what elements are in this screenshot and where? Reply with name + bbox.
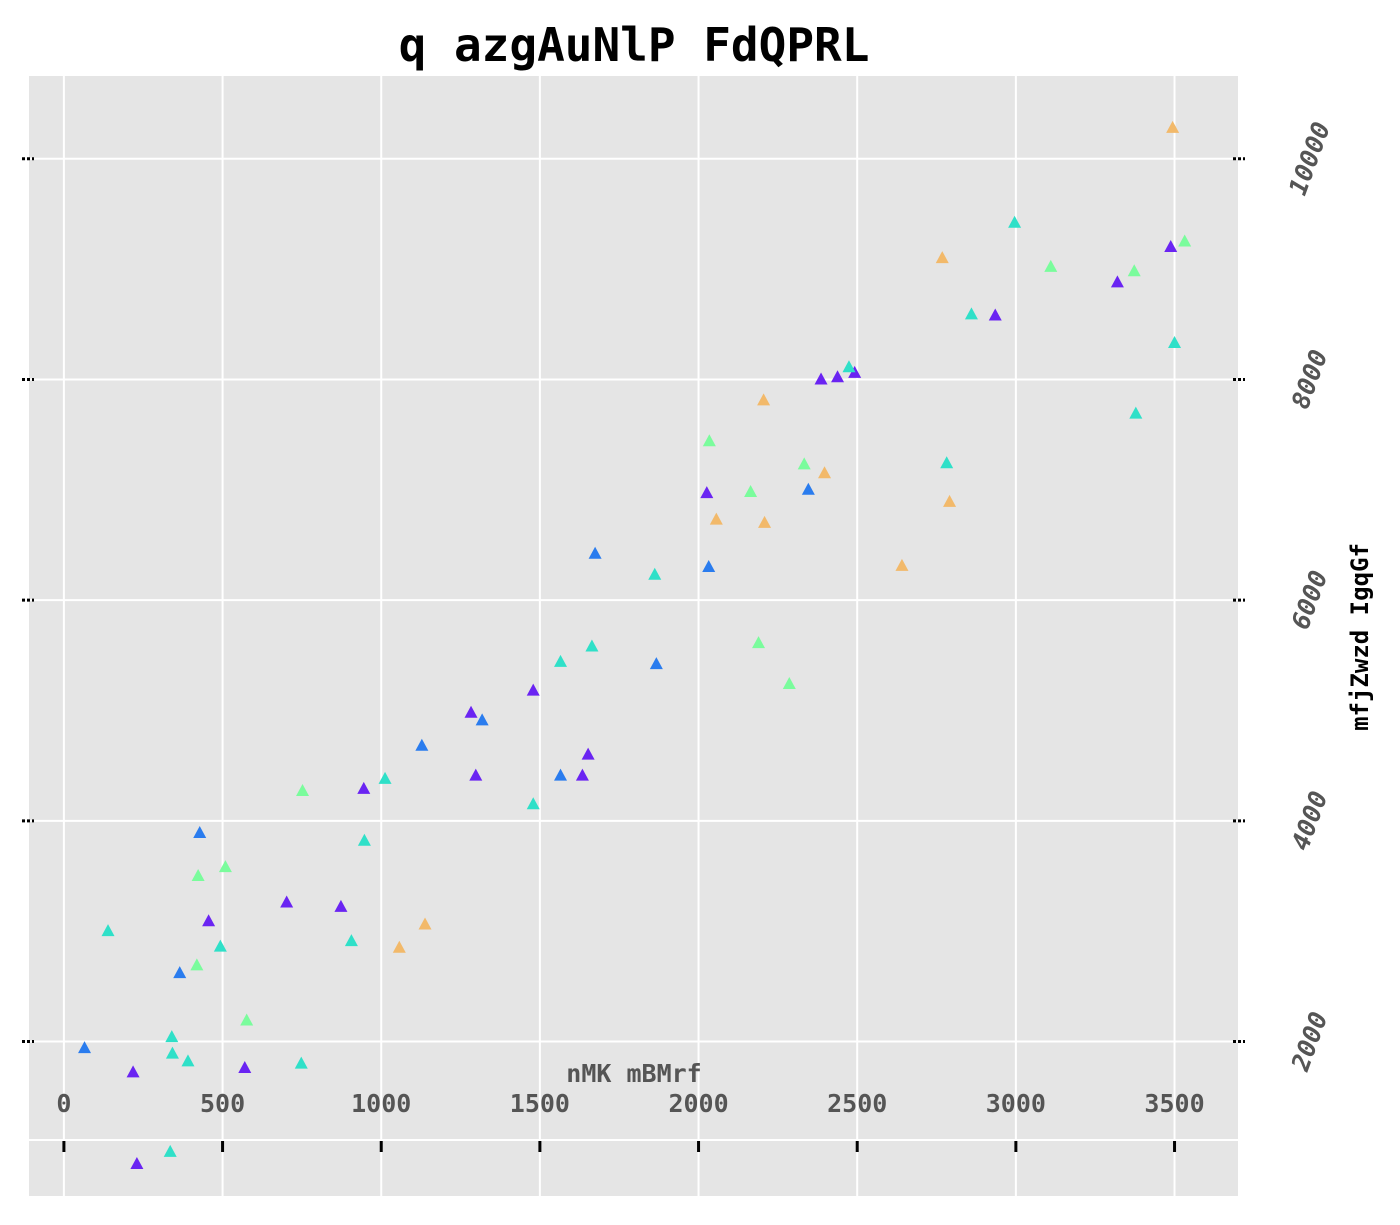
data-point	[842, 360, 856, 373]
data-point	[415, 738, 429, 751]
data-point	[702, 434, 716, 447]
tick-marks	[22, 157, 1245, 1152]
y-tick-labels: 2000 4000 6000 8000 10000	[1283, 118, 1336, 1075]
data-point	[165, 1030, 179, 1043]
y-tick-label: 2000	[1285, 1008, 1333, 1075]
data-point	[475, 713, 489, 726]
data-point	[163, 1144, 177, 1157]
data-point	[130, 1157, 144, 1169]
x-tick-label: 1500	[510, 1089, 570, 1118]
data-point	[344, 934, 358, 947]
y-tick-label: 4000	[1286, 787, 1334, 854]
data-point	[181, 1054, 195, 1067]
plot-background	[29, 76, 1238, 1196]
data-point	[943, 494, 957, 507]
data-point	[392, 940, 406, 953]
data-point	[1178, 234, 1192, 247]
data-point	[964, 307, 978, 320]
data-point	[1164, 240, 1178, 253]
data-point	[334, 899, 348, 912]
data-point	[709, 512, 723, 525]
data-point	[357, 833, 371, 846]
data-point	[801, 482, 815, 495]
chart-title: q azgAuNlP FdQPRL	[399, 18, 870, 72]
data-point	[193, 825, 207, 838]
data-point	[585, 639, 599, 652]
x-tick-label: 3000	[986, 1089, 1046, 1118]
data-point	[554, 654, 568, 667]
x-tick-label: 3500	[1144, 1089, 1204, 1118]
data-point	[700, 486, 714, 499]
data-point	[526, 683, 540, 696]
data-point	[165, 1046, 179, 1059]
data-point	[1129, 406, 1143, 419]
data-point	[649, 657, 663, 670]
data-point	[814, 372, 828, 385]
data-point	[78, 1041, 92, 1054]
data-point	[988, 308, 1002, 321]
data-point	[218, 860, 232, 873]
data-point	[101, 924, 115, 937]
y-axis-label: mfjZwzd IgqGf	[1346, 543, 1374, 731]
x-axis-label: nMK mBMrf	[566, 1059, 701, 1088]
data-point	[378, 771, 392, 784]
data-point	[1110, 275, 1124, 288]
data-point	[1168, 336, 1182, 349]
x-tick-label: 2500	[827, 1089, 887, 1118]
data-point	[935, 251, 949, 264]
data-point	[191, 869, 205, 881]
y-tick-label: 8000	[1286, 346, 1334, 413]
data-point	[357, 781, 371, 794]
data-point	[752, 636, 766, 649]
data-point	[648, 567, 662, 580]
data-point	[581, 747, 595, 760]
data-point	[240, 1013, 254, 1026]
x-tick-label: 1000	[351, 1089, 411, 1118]
data-point	[296, 784, 310, 797]
grid	[29, 76, 1238, 1196]
data-point	[1008, 215, 1022, 228]
data-point	[554, 768, 568, 781]
x-tick-label: 0	[56, 1089, 71, 1118]
data-point	[294, 1056, 308, 1069]
data-point	[782, 677, 796, 689]
data-point	[818, 466, 832, 479]
y-tick-label: 10000	[1283, 118, 1336, 199]
data-point	[1127, 264, 1141, 277]
data-point	[202, 914, 216, 927]
data-point	[702, 560, 716, 573]
data-points	[78, 120, 1192, 1169]
x-tick-label: 500	[200, 1089, 245, 1118]
data-point	[469, 768, 483, 781]
data-point	[588, 546, 602, 559]
data-point	[280, 895, 294, 908]
data-point	[797, 457, 811, 470]
y-tick-label: 6000	[1286, 567, 1334, 634]
x-tick-label: 2000	[668, 1089, 728, 1118]
data-point	[464, 705, 478, 718]
data-point	[213, 939, 227, 952]
data-point	[238, 1061, 252, 1073]
data-point	[526, 797, 540, 810]
data-point	[940, 456, 954, 469]
data-point	[126, 1065, 140, 1078]
data-point	[173, 966, 187, 979]
data-point	[744, 485, 758, 497]
x-tick-labels: 0 500 1000 1500 2000 2500 3000 3500	[56, 1089, 1204, 1118]
data-point	[1044, 259, 1058, 272]
data-point	[757, 393, 771, 406]
data-point	[190, 958, 204, 971]
data-point	[895, 558, 909, 571]
data-point	[831, 370, 845, 383]
data-point	[418, 917, 432, 930]
data-point	[575, 768, 589, 781]
data-point	[758, 515, 772, 528]
data-point	[1166, 120, 1180, 133]
